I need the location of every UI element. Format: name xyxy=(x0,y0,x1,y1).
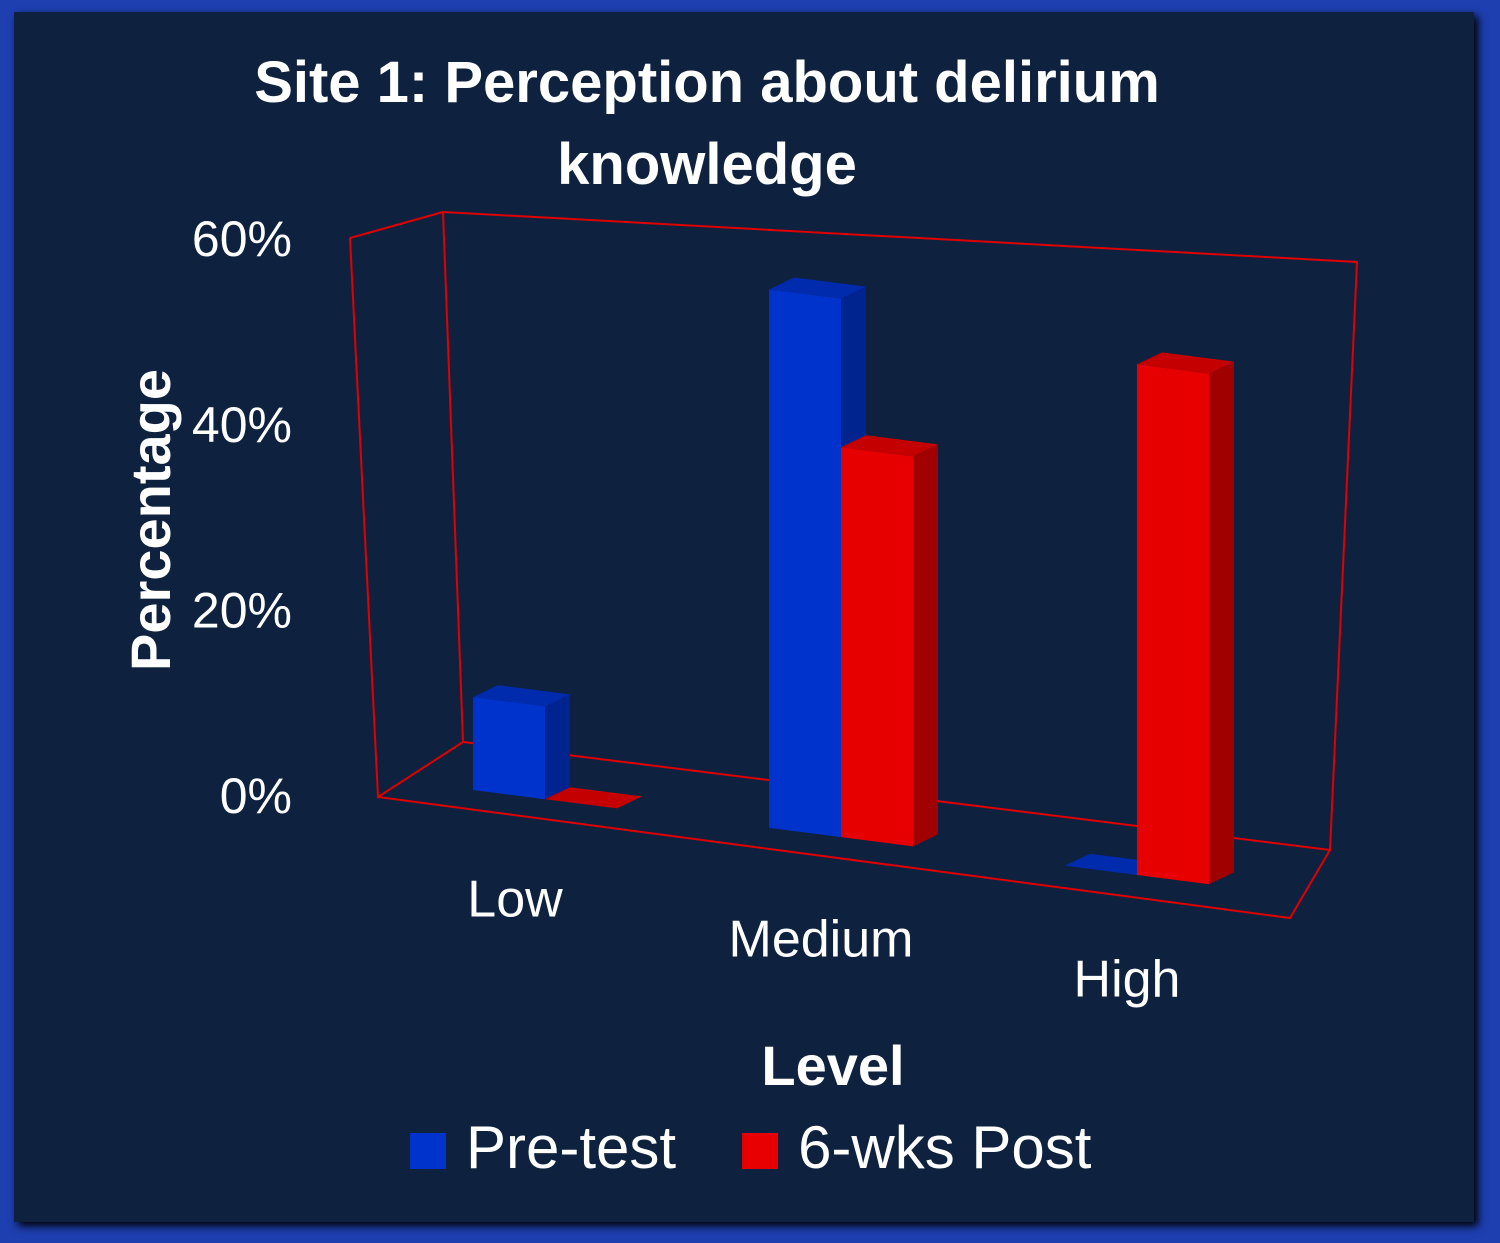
legend-label: 6-wks Post xyxy=(798,1114,1092,1181)
legend-swatch xyxy=(742,1133,779,1169)
bar-top xyxy=(1137,352,1234,374)
legend-swatch xyxy=(410,1133,446,1169)
bar-front xyxy=(841,447,913,847)
bar xyxy=(1137,352,1234,885)
x-tick-label: High xyxy=(1074,951,1181,1009)
y-tick-label: 0% xyxy=(220,768,292,824)
legend-label: Pre-test xyxy=(466,1114,676,1181)
y-axis-label: Percentage xyxy=(119,369,182,671)
back-wall xyxy=(441,210,1359,852)
bar-front xyxy=(473,697,545,800)
floor xyxy=(377,796,1331,920)
side-wall xyxy=(348,211,464,799)
y-tick-label: 40% xyxy=(192,397,292,453)
bar-top xyxy=(545,787,642,809)
y-tick-label: 60% xyxy=(192,211,292,267)
bar-top xyxy=(473,685,570,707)
bar xyxy=(545,787,642,809)
bar-side xyxy=(913,444,938,847)
x-axis-label: Level xyxy=(761,1034,904,1097)
bar-front xyxy=(1137,364,1209,885)
bar-side xyxy=(1209,361,1234,885)
bar-side xyxy=(545,694,570,800)
bar-front xyxy=(769,289,841,838)
bar xyxy=(841,435,938,847)
chart-title: Site 1: Perception about delirium knowle… xyxy=(254,50,1160,197)
x-tick-label: Low xyxy=(467,871,563,929)
bar-top xyxy=(769,277,866,299)
bar xyxy=(473,685,570,800)
y-tick-label: 20% xyxy=(192,583,292,639)
x-tick-label: Medium xyxy=(729,911,914,969)
bar-top xyxy=(841,435,938,457)
